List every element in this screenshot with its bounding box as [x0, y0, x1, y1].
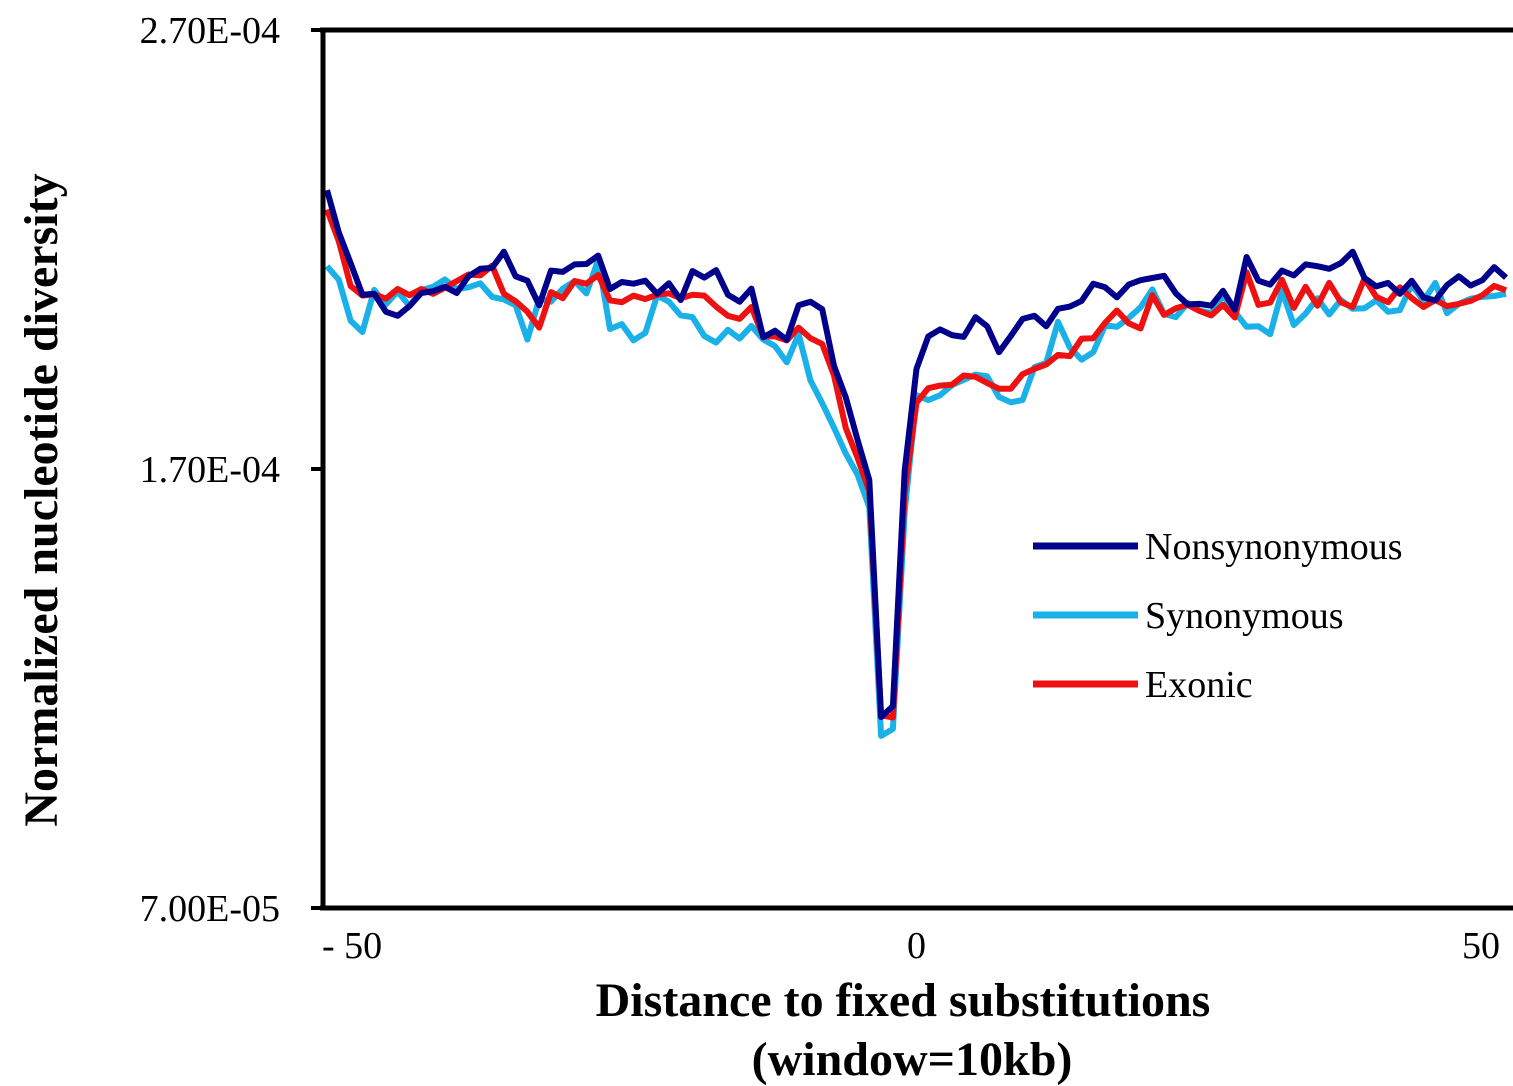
- legend: Nonsynonymous Synonymous Exonic: [1033, 526, 1403, 706]
- plot-lines: [324, 189, 1508, 739]
- x-ticks: - 50 0 50: [322, 925, 1500, 967]
- y-tick-label: 7.00E-05: [140, 888, 280, 930]
- legend-label-nonsynonymous: Nonsynonymous: [1145, 526, 1403, 568]
- series-line-nonsynonymous: [324, 189, 1508, 720]
- x-tick-label: 50: [1462, 925, 1500, 967]
- y-tick-label: 2.70E-04: [140, 10, 280, 52]
- x-tick-label: 0: [907, 925, 926, 967]
- legend-label-synonymous: Synonymous: [1145, 595, 1343, 637]
- x-axis-title-line2: (window=10kb): [752, 1033, 1073, 1086]
- x-axis-title-line1: Distance to fixed substitutions: [596, 974, 1211, 1027]
- y-axis-title: Normalized nucleotide diversity: [15, 173, 68, 826]
- legend-label-exonic: Exonic: [1145, 664, 1253, 706]
- x-tick-label: - 50: [322, 925, 382, 967]
- series-line-exonic: [324, 208, 1508, 721]
- series-line-synonymous: [324, 257, 1507, 739]
- y-ticks: 7.00E-05 1.70E-04 2.70E-04: [140, 10, 323, 930]
- y-tick-label: 1.70E-04: [140, 449, 280, 491]
